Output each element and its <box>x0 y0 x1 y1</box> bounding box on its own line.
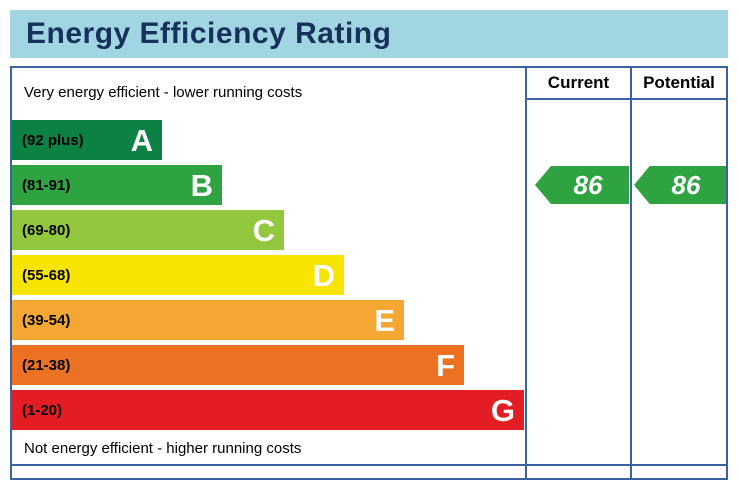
band-letter-d: D <box>312 257 335 293</box>
band-range-c: (69-80) <box>22 221 71 239</box>
bottom-note: Not energy efficient - higher running co… <box>24 440 302 457</box>
band-range-a: (92 plus) <box>22 131 84 149</box>
top-note: Very energy efficient - lower running co… <box>24 84 303 101</box>
band-range-b: (81-91) <box>22 176 71 194</box>
page-title: Energy Efficiency Rating <box>10 10 728 58</box>
band-letter-g: G <box>490 392 515 428</box>
band-bar-e: (39-54) E <box>12 300 404 340</box>
band-bar-a: (92 plus) A <box>12 120 162 160</box>
band-bar-b: (81-91) B <box>12 165 222 205</box>
current-column: Current <box>525 68 630 478</box>
footer-divider-line <box>12 464 726 466</box>
band-range-f: (21-38) <box>22 356 71 374</box>
potential-column-header: Potential <box>632 68 726 100</box>
band-bar-c: (69-80) C <box>12 210 284 250</box>
current-rating-arrow: 86 <box>535 166 629 204</box>
band-range-d: (55-68) <box>22 266 71 284</box>
band-letter-a: A <box>130 122 153 158</box>
band-letter-f: F <box>436 347 455 383</box>
band-bar-d: (55-68) D <box>12 255 344 295</box>
band-letter-e: E <box>374 302 395 338</box>
energy-rating-chart: Very energy efficient - lower running co… <box>10 66 728 480</box>
potential-rating-value: 86 <box>671 169 701 200</box>
potential-column: Potential <box>630 68 726 478</box>
current-column-header: Current <box>527 68 630 100</box>
current-rating-value: 86 <box>573 169 603 200</box>
band-range-g: (1-20) <box>22 401 63 419</box>
potential-rating-arrow: 86 <box>634 166 726 204</box>
band-bar-f: (21-38) F <box>12 345 464 385</box>
band-bar-g: (1-20) G <box>12 390 524 430</box>
band-letter-b: B <box>190 167 213 203</box>
band-range-e: (39-54) <box>22 311 71 329</box>
band-rows: (92 plus) A (81-91) B (69-80) C (55-68) … <box>12 120 525 430</box>
band-letter-c: C <box>252 212 275 248</box>
bands-area: Very energy efficient - lower running co… <box>12 68 525 460</box>
